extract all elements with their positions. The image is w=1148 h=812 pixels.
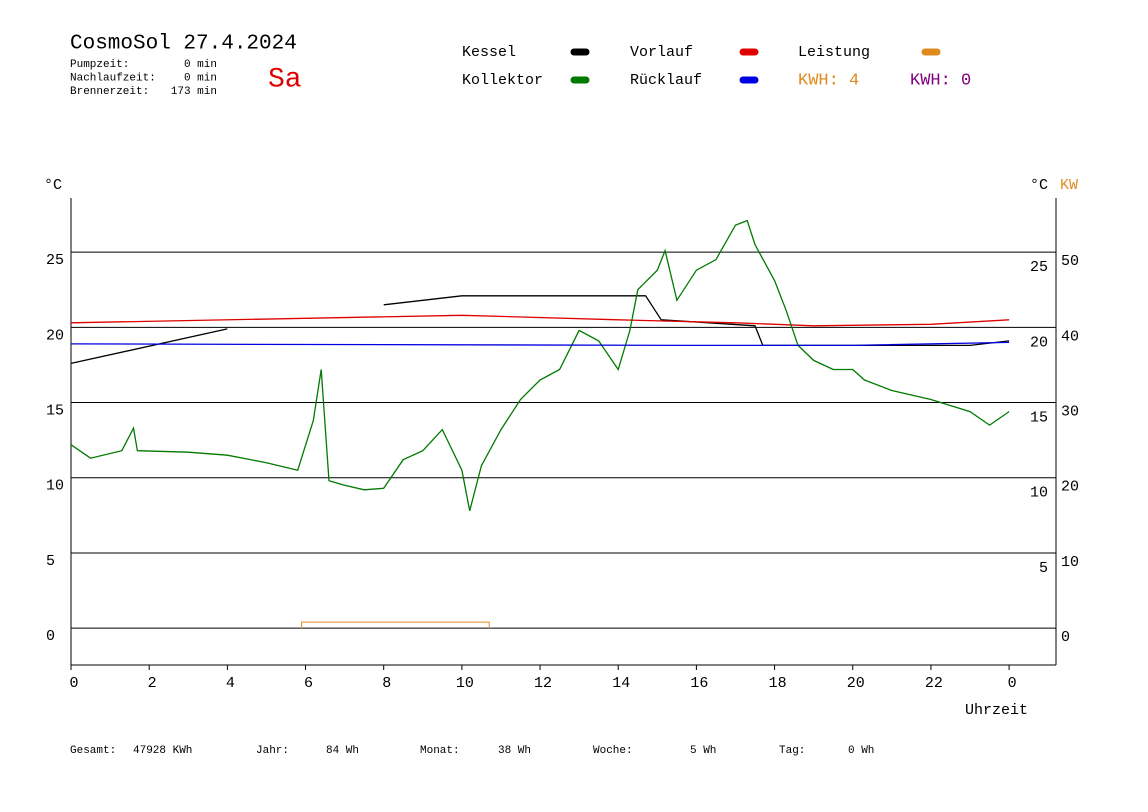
x-tick-label: 8 [382,675,391,692]
footer-value: 38 Wh [498,745,531,757]
y2-celsius-tick-label: 25 [1030,259,1048,276]
x-tick-label: 6 [304,675,313,692]
x-tick-label: 20 [847,675,865,692]
y2-axis-label: KW [1060,177,1078,194]
y-tick-label: 20 [46,327,64,344]
legend-label: Kollektor [462,72,543,89]
y-axis-label: °C [44,177,62,194]
y-tick-label: 0 [46,628,55,645]
legend-label: Rücklauf [630,72,702,89]
y2-tick-label: 40 [1061,328,1079,345]
y2-tick-label: 0 [1061,629,1070,646]
legend-label: Vorlauf [630,44,693,61]
y-tick-label: 15 [46,403,64,420]
y2-tick-label: 30 [1061,404,1079,421]
kwh-label: KWH: 0 [910,71,971,90]
footer-label: Monat: [420,745,460,757]
x-tick-label: 10 [456,675,474,692]
info-label: Nachlaufzeit: [70,72,156,84]
series-line [70,295,1010,365]
info-value: 173 min [171,86,217,98]
y2-celsius-tick-label: 20 [1030,334,1048,351]
y2-celsius-label: °C [1030,177,1048,194]
chart-title: CosmoSol 27.4.2024 [70,33,297,56]
footer-label: Jahr: [256,745,289,757]
footer-label: Gesamt: [70,745,116,757]
series-line [70,219,1010,511]
series-line [301,621,490,629]
footer-value: 47928 KWh [133,745,192,757]
footer-value: 0 Wh [848,745,874,757]
series-line [70,314,1010,327]
x-tick-label: 4 [226,675,235,692]
y2-celsius-tick-label: 5 [1039,560,1048,577]
day-label: Sa [268,64,302,95]
x-tick-label: 16 [690,675,708,692]
series-line [70,341,1010,347]
legend-label: Leistung [798,44,870,61]
x-tick-label: 12 [534,675,552,692]
y2-tick-label: 20 [1061,479,1079,496]
x-tick-label: 0 [69,675,78,692]
x-axis-label: Uhrzeit [965,702,1028,719]
x-tick-label: 22 [925,675,943,692]
y-tick-label: 5 [46,553,55,570]
footer-value: 5 Wh [690,745,716,757]
y2-celsius-tick-label: 15 [1030,410,1048,427]
y-tick-label: 10 [46,478,64,495]
info-value: 0 min [184,59,217,71]
y2-tick-label: 50 [1061,253,1079,270]
info-value: 0 min [184,72,217,84]
footer-label: Woche: [593,745,633,757]
legend-label: Kessel [462,44,516,61]
x-tick-label: 14 [612,675,630,692]
footer-value: 84 Wh [326,745,359,757]
x-tick-label: 2 [148,675,157,692]
footer-label: Tag: [779,745,805,757]
x-tick-label: 18 [769,675,787,692]
kwh-label: KWH: 4 [798,71,859,90]
y2-tick-label: 10 [1061,554,1079,571]
info-label: Pumpzeit: [70,59,129,71]
x-tick-label: 0 [1008,675,1017,692]
info-label: Brennerzeit: [70,86,149,98]
y-tick-label: 25 [46,252,64,269]
y2-celsius-tick-label: 10 [1030,485,1048,502]
